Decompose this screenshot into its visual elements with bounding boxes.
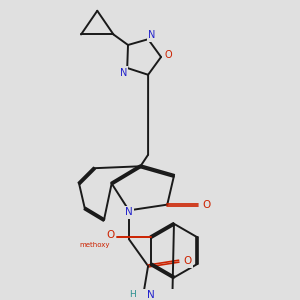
Text: methoxy: methoxy [80,242,110,248]
Text: O: O [106,230,115,240]
Text: O: O [165,50,172,60]
Text: N: N [147,290,155,300]
Text: N: N [148,30,156,40]
Text: O: O [202,200,211,210]
Text: H: H [129,290,136,299]
Text: N: N [125,207,133,217]
Text: N: N [120,68,127,78]
Text: O: O [183,256,191,266]
